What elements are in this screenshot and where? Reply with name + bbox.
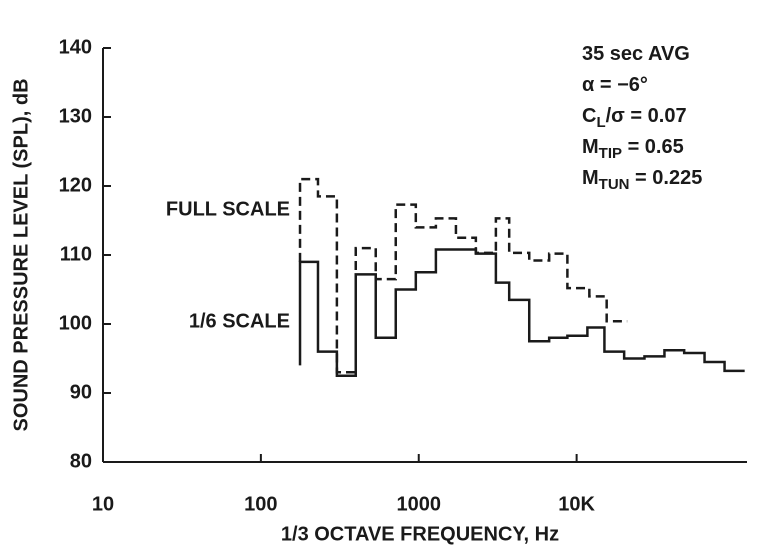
x-tick-label: 1000 xyxy=(396,493,441,515)
annotation-text: /σ = 0.07 xyxy=(606,105,687,127)
x-tick-label: 10 xyxy=(92,493,114,515)
annotation-subscript: TUN xyxy=(599,176,630,193)
x-tick-label: 10K xyxy=(558,493,595,515)
y-tick-label: 100 xyxy=(59,312,92,334)
x-axis-label: 1/3 OCTAVE FREQUENCY, Hz xyxy=(281,523,559,545)
series-label: FULL SCALE xyxy=(166,198,290,220)
annotation: MTUN = 0.225 xyxy=(582,167,702,193)
annotation-text: M xyxy=(582,167,599,189)
y-tick-label: 80 xyxy=(70,450,92,472)
annotation-text: M xyxy=(582,136,599,158)
y-tick-label: 130 xyxy=(59,105,92,127)
annotation: α = −6° xyxy=(582,74,648,96)
y-tick-label: 110 xyxy=(60,243,92,265)
y-tick-label: 120 xyxy=(59,174,92,196)
step-line xyxy=(298,248,745,377)
y-tick-label: 90 xyxy=(70,381,92,403)
y-axis-label: SOUND PRESSURE LEVEL (SPL), dB xyxy=(10,78,32,431)
annotation-text: C xyxy=(582,105,596,127)
annotation-subscript: TIP xyxy=(599,145,622,162)
annotation: MTIP = 0.65 xyxy=(582,136,684,162)
annotation: CL/σ = 0.07 xyxy=(582,105,687,131)
annotation: 35 sec AVG xyxy=(582,43,690,65)
annotation-text: = 0.225 xyxy=(630,167,703,189)
annotation-subscript: L xyxy=(596,114,605,131)
step-line xyxy=(298,177,628,374)
y-tick-label: 140 xyxy=(59,36,92,58)
annotation-text: 35 sec AVG xyxy=(582,43,690,65)
annotation-text: = 0.65 xyxy=(622,136,684,158)
annotation-text: α = −6° xyxy=(582,74,648,96)
series-label: 1/6 SCALE xyxy=(189,310,290,332)
x-tick-label: 100 xyxy=(244,493,277,515)
